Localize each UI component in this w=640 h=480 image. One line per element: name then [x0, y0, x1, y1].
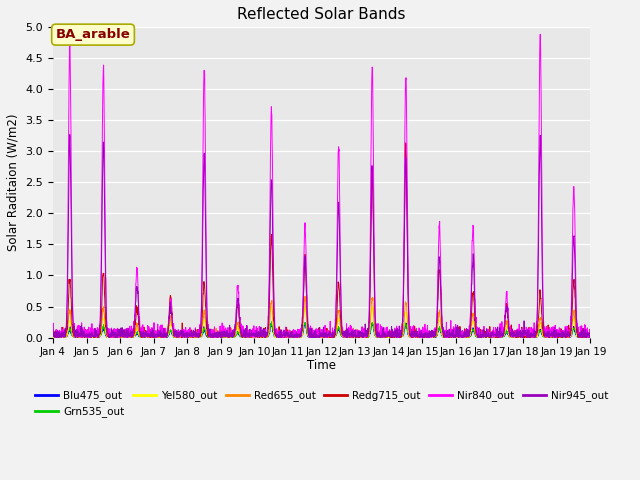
Redg715_out [103, 328, 111, 334]
Blu475_out [49, 334, 57, 339]
Grn535_out [103, 334, 111, 339]
Grn535_out [219, 334, 227, 340]
Red655_out [301, 293, 309, 299]
Grn535_out [284, 335, 291, 340]
Nir945_out [484, 334, 492, 339]
Nir840_out [536, 31, 544, 37]
Nir840_out [586, 331, 594, 336]
Grn535_out [484, 335, 492, 340]
Line: Blu475_out: Blu475_out [53, 323, 590, 337]
Redg715_out [354, 335, 362, 340]
Red655_out [103, 333, 111, 339]
Redg715_out [579, 332, 587, 338]
Red655_out [484, 331, 492, 337]
Yel580_out [586, 332, 594, 338]
Blu475_out [586, 334, 594, 340]
Yel580_out [579, 335, 587, 340]
Nir840_out [219, 331, 227, 337]
Nir945_out [579, 335, 587, 340]
Redg715_out [351, 335, 359, 340]
Nir840_out [514, 326, 522, 332]
Text: BA_arable: BA_arable [56, 28, 131, 41]
Nir945_out [586, 330, 594, 336]
Line: Yel580_out: Yel580_out [53, 307, 590, 337]
Redg715_out [402, 140, 410, 146]
Line: Redg715_out: Redg715_out [53, 143, 590, 337]
Blu475_out [103, 333, 111, 339]
Blu475_out [484, 333, 492, 339]
Red655_out [49, 333, 57, 339]
Grn535_out [355, 335, 362, 340]
Yel580_out [514, 335, 522, 340]
Blu475_out [579, 334, 587, 339]
Blu475_out [354, 335, 362, 340]
Grn535_out [586, 334, 594, 340]
Yel580_out [354, 334, 362, 340]
Redg715_out [514, 328, 522, 334]
Red655_out [219, 330, 227, 336]
Line: Nir840_out: Nir840_out [53, 34, 590, 337]
Yel580_out [103, 331, 111, 337]
Grn535_out [268, 319, 275, 324]
Line: Nir945_out: Nir945_out [53, 134, 590, 337]
Blu475_out [302, 320, 310, 326]
Grn535_out [514, 335, 522, 340]
Nir840_out [49, 328, 57, 334]
Nir945_out [514, 328, 522, 334]
Yel580_out [369, 304, 376, 310]
Redg715_out [219, 328, 227, 334]
Nir840_out [285, 335, 292, 340]
Nir945_out [354, 330, 362, 336]
Red655_out [185, 335, 193, 340]
Blu475_out [527, 335, 534, 340]
Yel580_out [49, 334, 57, 339]
Nir840_out [103, 318, 111, 324]
Yel580_out [484, 334, 492, 340]
Yel580_out [219, 334, 227, 339]
Redg715_out [49, 330, 57, 336]
Nir945_out [103, 324, 111, 330]
Redg715_out [484, 329, 492, 335]
Red655_out [355, 331, 362, 336]
Nir945_out [66, 132, 74, 137]
X-axis label: Time: Time [307, 359, 336, 372]
Legend: Blu475_out, Grn535_out, Yel580_out, Red655_out, Redg715_out, Nir840_out, Nir945_: Blu475_out, Grn535_out, Yel580_out, Red6… [31, 386, 612, 421]
Nir945_out [390, 335, 398, 340]
Nir945_out [219, 328, 227, 334]
Grn535_out [579, 333, 587, 339]
Nir840_out [354, 327, 362, 333]
Redg715_out [586, 334, 594, 339]
Nir945_out [49, 327, 57, 333]
Line: Grn535_out: Grn535_out [53, 322, 590, 337]
Red655_out [586, 332, 594, 337]
Blu475_out [514, 333, 522, 338]
Y-axis label: Solar Raditaion (W/m2): Solar Raditaion (W/m2) [7, 114, 20, 251]
Line: Red655_out: Red655_out [53, 296, 590, 337]
Yel580_out [360, 335, 368, 340]
Nir840_out [484, 332, 492, 338]
Grn535_out [49, 332, 57, 338]
Red655_out [514, 333, 522, 338]
Blu475_out [219, 334, 227, 340]
Red655_out [579, 334, 587, 340]
Title: Reflected Solar Bands: Reflected Solar Bands [237, 7, 406, 22]
Nir840_out [579, 330, 587, 336]
